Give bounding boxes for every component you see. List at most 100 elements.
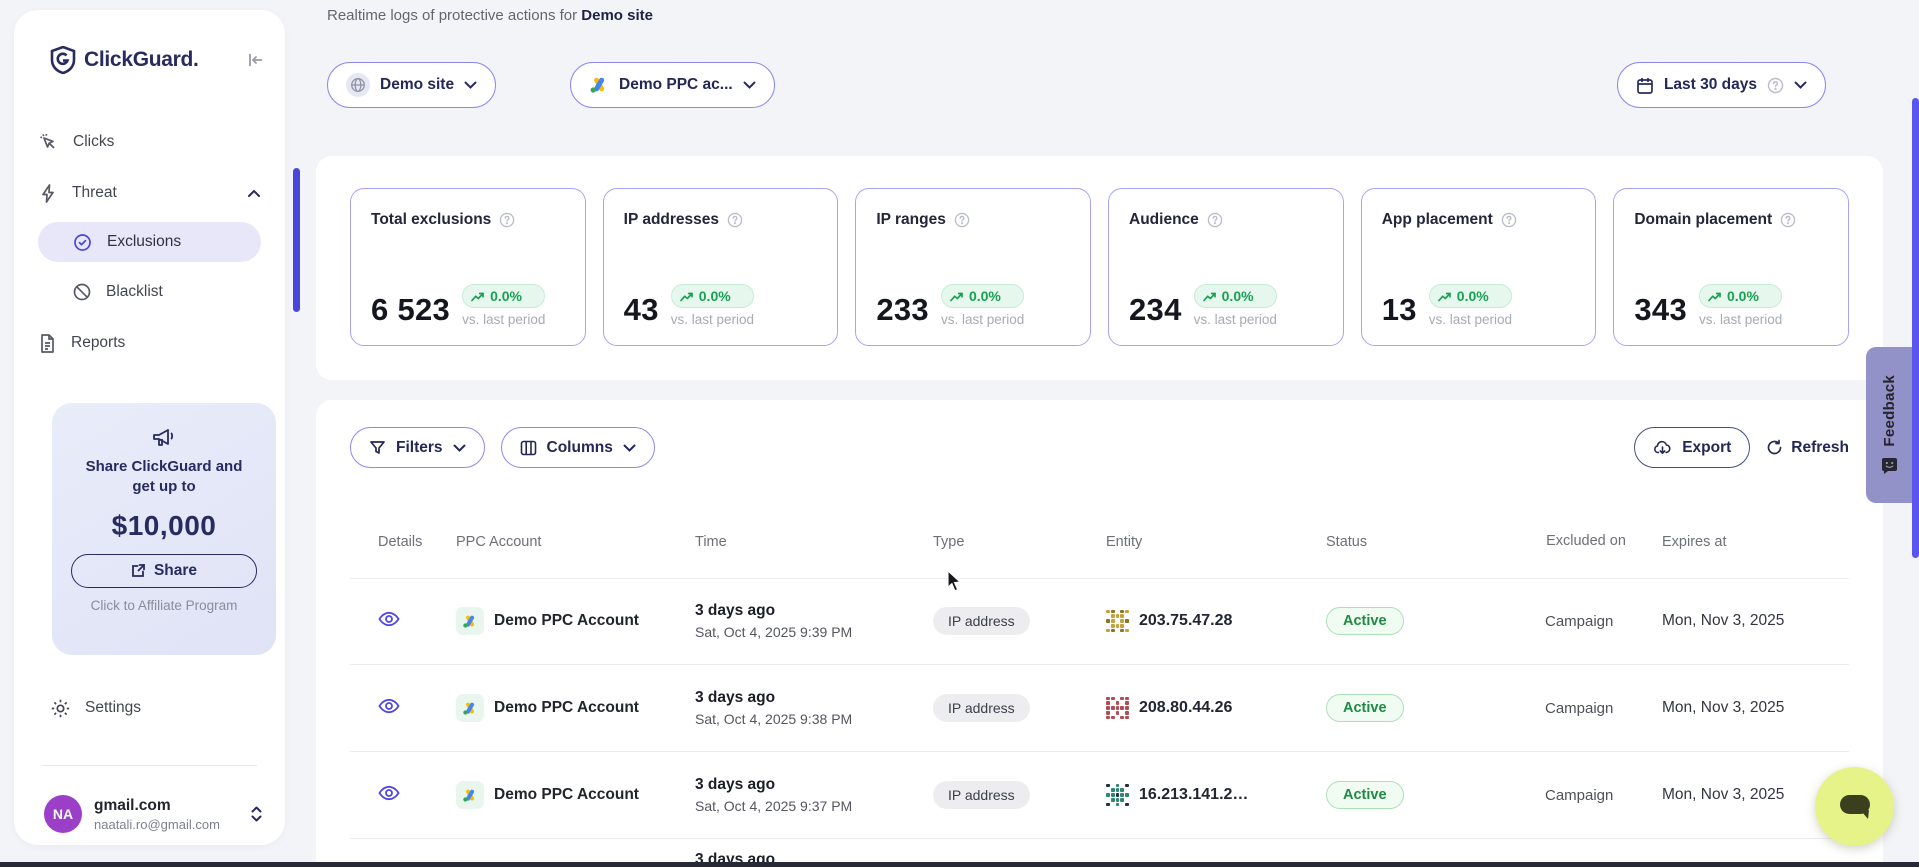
document-icon — [38, 333, 57, 354]
page-scrollbar-thumb[interactable] — [1912, 98, 1919, 558]
column-header-ppc-account[interactable]: PPC Account — [456, 534, 695, 550]
view-details-eye-icon[interactable] — [378, 611, 400, 627]
main-content: Realtime logs of protective actions for … — [316, 0, 1883, 867]
sidebar-item-reports[interactable]: Reports — [38, 323, 261, 363]
cursor-click-icon — [38, 132, 59, 153]
time-relative: 3 days ago — [695, 689, 933, 707]
sidebar-item-exclusions[interactable]: Exclusions — [38, 222, 261, 262]
sidebar-item-label: Reports — [71, 334, 125, 352]
subtitle-site-name: Demo site — [581, 7, 653, 24]
help-circle-icon[interactable] — [1207, 212, 1223, 228]
filters-button-label: Filters — [396, 439, 443, 457]
ppc-account-name: Demo PPC Account — [494, 786, 639, 804]
stat-caption: vs. last period — [1429, 312, 1512, 327]
excluded-on-value: Campaign — [1532, 700, 1662, 717]
trend-up-icon — [1438, 291, 1452, 302]
trend-up-icon — [1203, 291, 1217, 302]
trend-up-icon — [680, 291, 694, 302]
ban-icon — [72, 282, 92, 302]
view-details-eye-icon[interactable] — [378, 785, 400, 801]
help-circle-icon[interactable] — [1501, 212, 1517, 228]
calendar-icon — [1636, 76, 1654, 95]
stat-title: IP ranges — [876, 211, 946, 229]
table-row[interactable]: Demo PPC Account 3 days agoSat, Oct 4, 2… — [350, 752, 1849, 839]
date-range-selector[interactable]: Last 30 days — [1617, 62, 1826, 108]
refresh-icon — [1766, 439, 1783, 456]
help-circle-icon[interactable] — [954, 212, 970, 228]
column-header-entity[interactable]: Entity — [1106, 534, 1326, 550]
table-row[interactable]: Demo PPC Account 3 days agoSat, Oct 4, 2… — [350, 578, 1849, 665]
site-selector[interactable]: Demo site — [327, 62, 496, 108]
excluded-on-value: Campaign — [1532, 613, 1662, 630]
column-header-excluded-on[interactable]: Excluded on — [1532, 531, 1662, 552]
chevron-down-icon — [743, 81, 756, 89]
promo-amount: $10,000 — [52, 510, 276, 542]
stat-title: Total exclusions — [371, 211, 491, 229]
type-badge: IP address — [933, 607, 1030, 635]
column-header-time[interactable]: Time — [695, 534, 933, 550]
sidebar-item-label: Exclusions — [107, 233, 181, 251]
stat-card-domain-placement: Domain placement 343 0.0% vs. last perio… — [1613, 188, 1849, 346]
help-circle-icon[interactable] — [1780, 212, 1796, 228]
exclusions-table-panel: Filters Columns Export Refresh Details P… — [316, 400, 1883, 867]
table-row[interactable]: Demo PPC Account 3 days agoSat, Oct 4, 2… — [350, 665, 1849, 752]
lightning-icon — [38, 183, 58, 204]
globe-icon — [346, 73, 370, 97]
trend-up-icon — [950, 291, 964, 302]
stat-delta-badge: 0.0% — [941, 284, 1024, 308]
affiliate-promo-card[interactable]: Share ClickGuard andget up to $10,000 Sh… — [52, 403, 276, 655]
external-link-icon — [131, 563, 146, 578]
chat-widget-button[interactable] — [1815, 767, 1894, 846]
sidebar-scrollbar-thumb[interactable] — [293, 168, 300, 312]
sidebar-item-blacklist[interactable]: Blacklist — [38, 272, 261, 312]
share-button-label: Share — [154, 562, 197, 580]
stat-value: 234 — [1129, 294, 1182, 327]
chat-bubble-icon — [1836, 790, 1874, 824]
promo-text: Share ClickGuard andget up to — [52, 457, 276, 498]
user-account-menu[interactable]: NA gmail.com naatali.ro@gmail.com — [44, 792, 263, 836]
stat-caption: vs. last period — [1194, 312, 1277, 327]
collapse-sidebar-icon[interactable] — [247, 52, 265, 68]
stat-value: 343 — [1634, 294, 1687, 327]
chevron-down-icon — [453, 444, 466, 452]
feedback-tab[interactable]: Feedback — [1866, 347, 1912, 503]
columns-button[interactable]: Columns — [501, 427, 655, 468]
avatar: NA — [44, 795, 82, 833]
sidebar-item-label: Blacklist — [106, 283, 163, 301]
entity-identicon — [1106, 697, 1129, 720]
refresh-button[interactable]: Refresh — [1766, 439, 1849, 457]
view-details-eye-icon[interactable] — [378, 698, 400, 714]
sidebar-item-clicks[interactable]: Clicks — [38, 122, 261, 162]
sidebar-item-label: Settings — [85, 699, 141, 717]
share-button[interactable]: Share — [71, 554, 257, 588]
affiliate-link-caption: Click to Affiliate Program — [52, 598, 276, 613]
google-ads-icon — [589, 76, 609, 94]
stat-caption: vs. last period — [462, 312, 545, 327]
help-circle-icon[interactable] — [727, 212, 743, 228]
stat-card-ip-addresses: IP addresses 43 0.0% vs. last period — [603, 188, 839, 346]
megaphone-icon — [150, 425, 178, 451]
google-ads-icon — [456, 607, 484, 635]
stat-card-total-exclusions: Total exclusions 6 523 0.0% vs. last per… — [350, 188, 586, 346]
type-badge: IP address — [933, 781, 1030, 809]
column-header-status[interactable]: Status — [1326, 534, 1532, 550]
gear-icon — [50, 698, 71, 719]
ppc-account-name: Demo PPC Account — [494, 612, 639, 630]
column-header-expires-at[interactable]: Expires at — [1662, 534, 1849, 550]
time-absolute: Sat, Oct 4, 2025 9:38 PM — [695, 711, 933, 727]
time-relative: 3 days ago — [695, 776, 933, 794]
column-header-type[interactable]: Type — [933, 534, 1106, 550]
user-email: naatali.ro@gmail.com — [94, 817, 220, 832]
stat-card-app-placement: App placement 13 0.0% vs. last period — [1361, 188, 1597, 346]
stat-delta-badge: 0.0% — [462, 284, 545, 308]
help-circle-icon[interactable] — [499, 212, 515, 228]
sidebar-item-settings[interactable]: Settings — [50, 688, 141, 728]
ppc-account-selector[interactable]: Demo PPC ac... — [570, 62, 775, 108]
sidebar: ClickGuard. Clicks Threat Exclusions Bla… — [14, 10, 285, 845]
stat-title: Domain placement — [1634, 211, 1772, 229]
export-button[interactable]: Export — [1634, 427, 1750, 468]
sidebar-item-label: Clicks — [73, 133, 114, 151]
sidebar-item-threat[interactable]: Threat — [38, 173, 261, 213]
filters-button[interactable]: Filters — [350, 427, 485, 468]
column-header-details[interactable]: Details — [350, 534, 456, 550]
